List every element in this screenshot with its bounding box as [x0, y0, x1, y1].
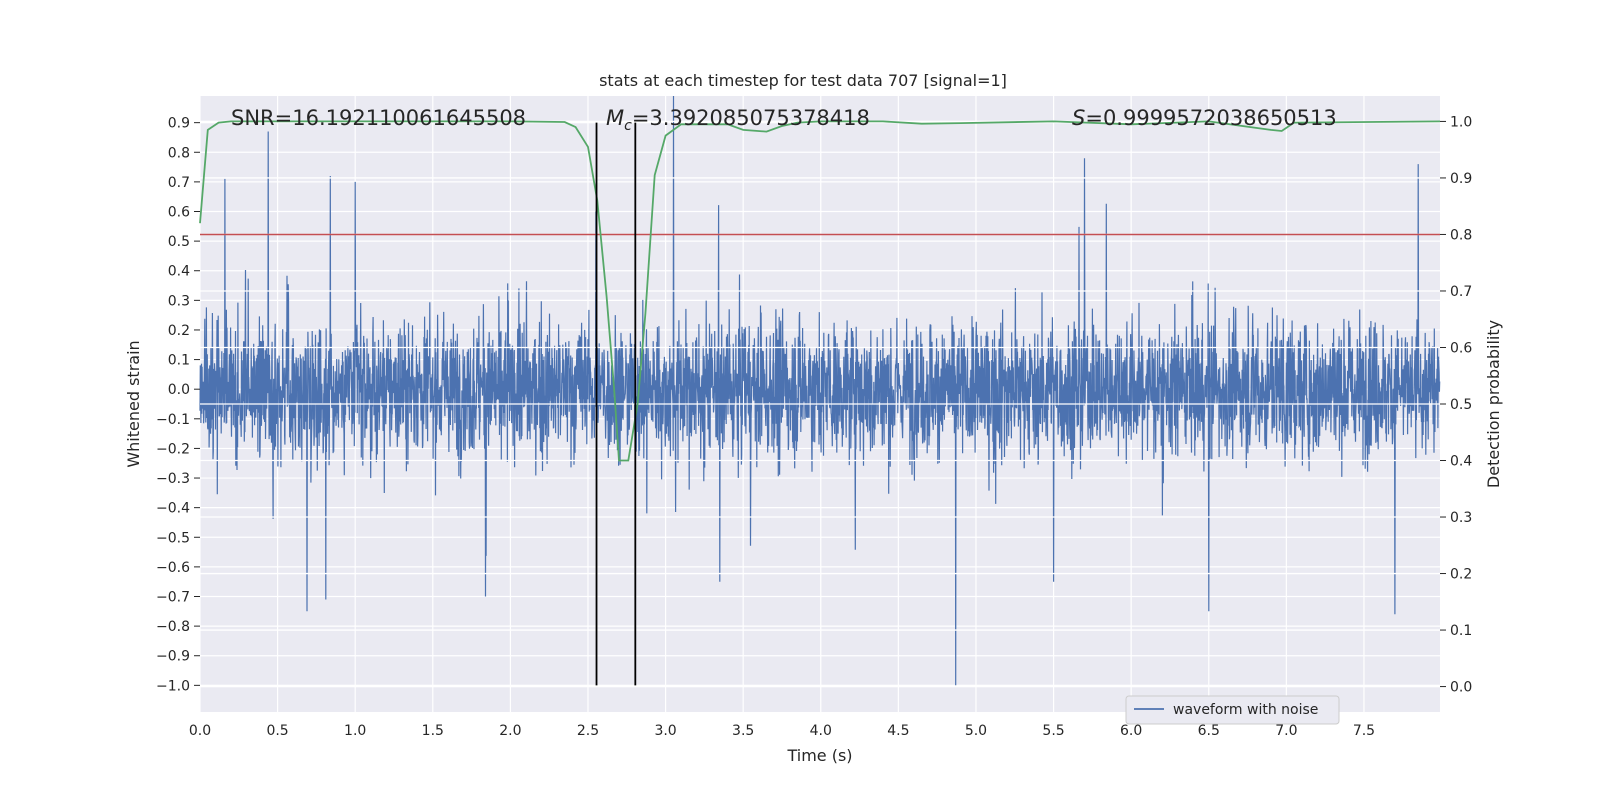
- right-tick-label: 0.5: [1450, 397, 1472, 413]
- grid-horizontal-right: [200, 120, 1440, 688]
- y-tick-label: −0.6: [156, 560, 190, 576]
- x-axis-label: Time (s): [786, 746, 852, 765]
- x-tick-label: 0.5: [266, 723, 288, 739]
- x-axis-ticks: 0.0 0.5 1.0 1.5 2.0 2.5 3.0 3.5 4.0 4.5 5.0 5.5 6.0 6…: [189, 723, 1375, 739]
- y-tick-label: 0.2: [168, 323, 190, 339]
- y-tick-label: 0.6: [168, 205, 190, 221]
- x-tick-label: 6.0: [1120, 723, 1142, 739]
- right-axis-label: Detection probability: [1484, 320, 1503, 488]
- score-annotation: S=0.9999572038650513: [1072, 106, 1337, 130]
- y-tick-label: 0.8: [168, 145, 190, 161]
- y-tick-label: −0.4: [156, 501, 190, 517]
- y-tick-label: −1.0: [156, 678, 190, 694]
- y-tick-label: 0.0: [168, 382, 190, 398]
- right-tick-label: 0.2: [1450, 567, 1472, 583]
- snr-annotation: SNR=16.192110061645508: [231, 106, 526, 130]
- right-tick-label: 0.6: [1450, 340, 1472, 356]
- legend-label: waveform with noise: [1173, 702, 1318, 718]
- legend-box: [1125, 695, 1340, 725]
- y-tick-label: −0.9: [156, 649, 190, 665]
- x-tick-label: 3.5: [732, 723, 754, 739]
- right-tick-label: 0.0: [1450, 680, 1472, 696]
- score-value: =0.9999572038650513: [1085, 106, 1336, 130]
- right-tick-label: 1.0: [1450, 114, 1472, 130]
- x-tick-label: 1.0: [344, 723, 366, 739]
- score-symbol: S: [1072, 106, 1085, 130]
- right-tick-label: 0.7: [1450, 284, 1472, 300]
- x-tick-label: 6.5: [1198, 723, 1220, 739]
- y-tick-label: 0.1: [168, 353, 190, 369]
- y-tick-label: −0.3: [156, 471, 190, 487]
- x-tick-label: 7.5: [1353, 723, 1375, 739]
- x-tick-label: 4.0: [810, 723, 832, 739]
- x-tick-label: 3.0: [654, 723, 676, 739]
- chirp-mass-symbol: M: [606, 106, 624, 130]
- y-tick-label: 0.3: [168, 293, 190, 309]
- x-tick-label: 5.0: [965, 723, 987, 739]
- y-tick-label: 0.4: [168, 264, 190, 280]
- y-tick-label: 0.5: [168, 234, 190, 250]
- right-tick-label: 0.4: [1450, 454, 1472, 470]
- right-tick-label: 0.8: [1450, 227, 1472, 243]
- chirp-mass-annotation: Mc=3.392085075378418: [606, 106, 870, 134]
- right-tick-label: 0.3: [1450, 510, 1472, 526]
- x-tick-label: 2.0: [499, 723, 521, 739]
- x-tick-label: 7.0: [1275, 723, 1297, 739]
- y-tick-label: −0.7: [156, 590, 190, 606]
- x-tick-label: 0.0: [189, 723, 211, 739]
- y-tick-label: 0.9: [168, 116, 190, 132]
- y-tick-label: −0.2: [156, 441, 190, 457]
- chirp-mass-value: =3.392085075378418: [632, 106, 870, 130]
- x-tick-label: 4.5: [887, 723, 909, 739]
- right-tick-label: 0.9: [1450, 171, 1472, 187]
- event-markers: [595, 122, 637, 686]
- chirp-mass-subscript: c: [624, 118, 632, 134]
- y-axis-label: Whitened strain: [124, 340, 143, 467]
- y-axis-ticks: 0.9 0.8 0.7 0.6 0.5 0.4 0.3 0.2 0.1 0.0 −0.1 −0.2 −0…: [156, 116, 200, 694]
- y-tick-label: −0.5: [156, 530, 190, 546]
- y-tick-label: −0.1: [156, 412, 190, 428]
- probability-series: [199, 120, 1441, 462]
- x-tick-label: 1.5: [422, 723, 444, 739]
- right-axis-ticks: 1.0 0.9 0.8 0.7 0.6 0.5 0.4 0.3 0.2 0.1 0.0: [1440, 114, 1472, 696]
- x-tick-label: 5.5: [1042, 723, 1064, 739]
- right-tick-label: 0.1: [1450, 623, 1472, 639]
- x-tick-label: 2.5: [577, 723, 599, 739]
- legend: waveform with noise: [1125, 695, 1340, 725]
- chart-title: stats at each timestep for test data 707…: [599, 71, 1007, 90]
- y-tick-label: 0.7: [168, 175, 190, 191]
- y-tick-label: −0.8: [156, 619, 190, 635]
